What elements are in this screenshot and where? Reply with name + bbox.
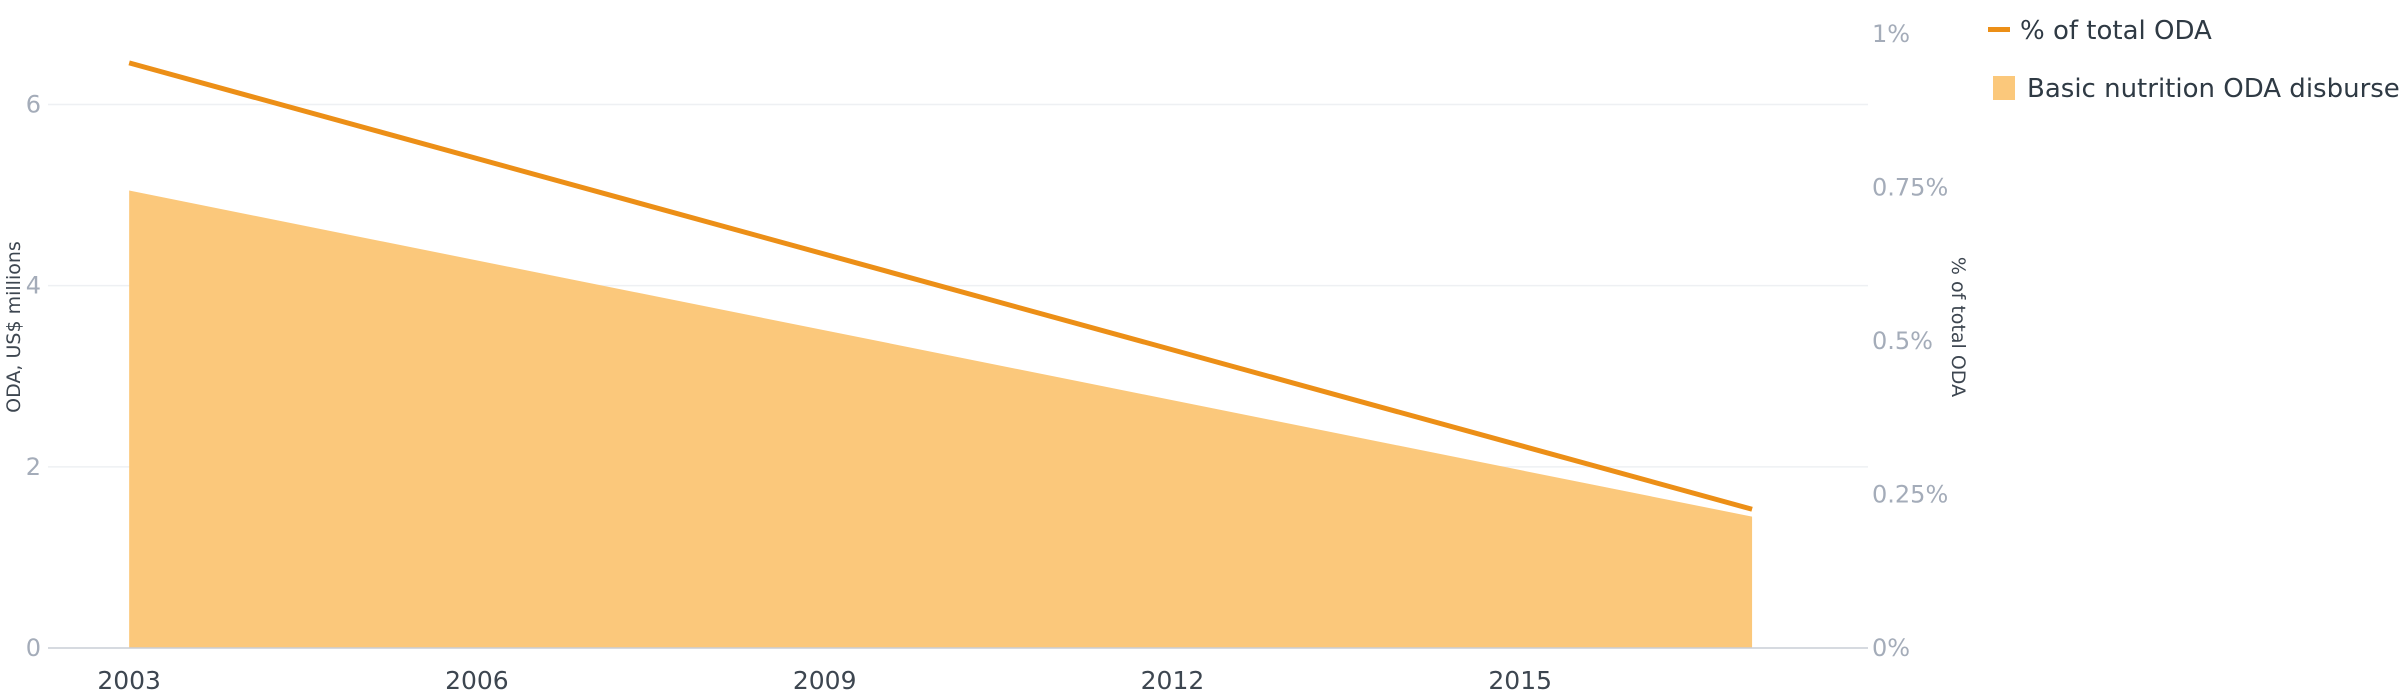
x-tick-label: 2006 (445, 666, 509, 695)
x-tick-label: 2003 (97, 666, 161, 695)
y-right-tick-label: 0.75% (1872, 174, 1948, 202)
y-left-tick-label: 6 (26, 90, 41, 118)
x-tick-label: 2012 (1141, 666, 1205, 695)
y-left-tick-label: 0 (26, 634, 41, 662)
y-right-tick-label: 0.5% (1872, 327, 1933, 355)
legend-line-swatch (1988, 27, 2010, 32)
area-series-basic-nutrition[interactable] (129, 190, 1753, 648)
legend-item-area[interactable]: Basic nutrition ODA disbursed (1993, 74, 2400, 104)
y-right-tick-label: 0.25% (1872, 481, 1948, 509)
y-left-tick-label: 4 (26, 272, 41, 300)
line-series-layer (128, 60, 1753, 512)
y-left-tick-label: 2 (26, 453, 41, 481)
x-tick-label: 2015 (1488, 666, 1552, 695)
y-axis-left-title: ODA, US$ millions (3, 241, 25, 413)
legend-item-line[interactable]: % of total ODA (1988, 16, 2212, 46)
legend-area-swatch (1993, 76, 2015, 100)
y-axis-right-title: % of total ODA (1947, 257, 1969, 397)
line-series-pct-total-oda[interactable] (128, 60, 1753, 512)
legend-area-label: Basic nutrition ODA disbursed (2027, 74, 2400, 104)
area-series-layer (129, 190, 1753, 648)
x-tick-label: 2009 (793, 666, 857, 695)
legend-line-label: % of total ODA (2020, 16, 2212, 46)
axes: 0 2 4 6 0% 0.25% 0.5% 0.75% 1% 2003 2006 2009 2012 20… (26, 20, 1949, 695)
legend: % of total ODA Basic nutrition ODA disbu… (1988, 16, 2400, 104)
y-right-tick-label: 0% (1872, 634, 1910, 662)
y-right-tick-label: 1% (1872, 20, 1910, 48)
